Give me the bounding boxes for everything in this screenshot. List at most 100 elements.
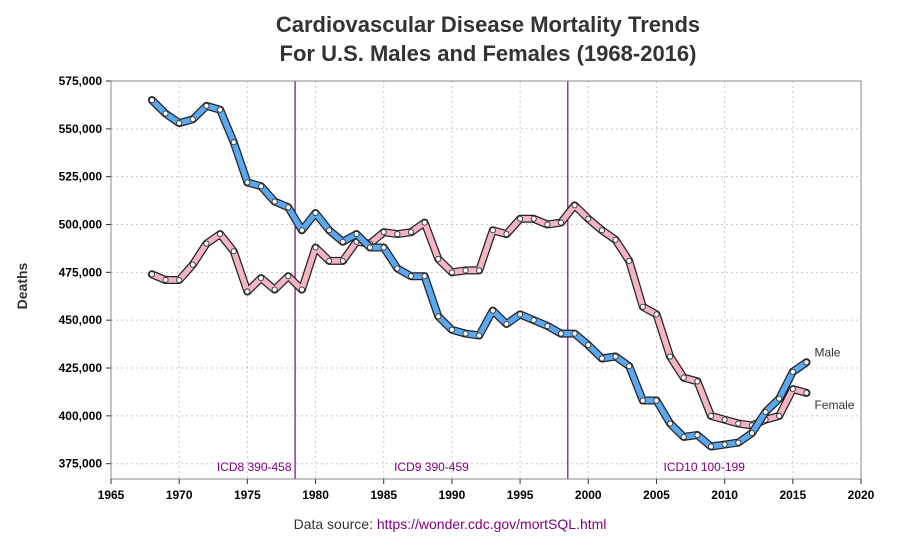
male-data-point xyxy=(448,326,455,333)
male-data-point xyxy=(189,116,196,123)
x-tick-label: 1980 xyxy=(302,488,329,502)
y-tick-label: 475,000 xyxy=(59,265,103,279)
female-series-label: Female xyxy=(814,398,854,412)
female-data-point xyxy=(421,219,428,226)
male-data-point xyxy=(203,102,210,109)
male-data-point xyxy=(367,244,374,251)
male-series-label: Male xyxy=(814,345,840,359)
y-tick-label: 450,000 xyxy=(59,313,103,327)
male-data-point xyxy=(598,355,605,362)
female-data-point xyxy=(326,257,333,264)
female-data-point xyxy=(189,261,196,268)
y-tick-label: 400,000 xyxy=(59,409,103,423)
grid-lines xyxy=(111,81,861,479)
axes: 1965 1970 1975 1980 1985 1990 1995 2000 2005 2010… xyxy=(59,74,875,502)
female-data-point xyxy=(612,236,619,243)
male-data-point xyxy=(353,231,360,238)
male-data-point xyxy=(680,433,687,440)
female-line-outline xyxy=(147,201,811,430)
female-data-point xyxy=(476,267,483,274)
x-tick-label: 1995 xyxy=(507,488,534,502)
female-data-point xyxy=(285,273,292,280)
male-data-point xyxy=(694,431,701,439)
female-data-point xyxy=(639,303,646,310)
x-tick-label: 1985 xyxy=(370,488,397,502)
female-data-point xyxy=(271,286,278,293)
data-source-prefix: Data source: xyxy=(293,516,377,532)
male-data-point xyxy=(707,443,715,450)
male-data-point xyxy=(148,97,155,104)
female-data-point xyxy=(435,255,442,263)
data-source-link[interactable]: https://wonder.cdc.gov/mortSQL.html xyxy=(376,516,607,532)
female-data-point xyxy=(735,420,742,427)
male-data-point xyxy=(789,368,796,375)
male-data-point xyxy=(230,139,237,146)
x-tick-label: 2000 xyxy=(575,488,602,502)
female-data-point xyxy=(776,412,783,419)
male-data-point xyxy=(162,110,169,117)
male-data-point xyxy=(626,363,633,370)
male-data-point xyxy=(776,395,783,402)
chart-title-line1: Cardiovascular Disease Mortality Trends xyxy=(276,12,700,37)
female-data-point xyxy=(162,276,169,284)
male-data-point xyxy=(312,209,319,217)
male-data-point xyxy=(298,227,305,234)
x-tick-label: 1970 xyxy=(166,488,193,502)
female-data-point xyxy=(176,276,183,284)
female-data-point xyxy=(217,231,224,238)
y-tick-label: 375,000 xyxy=(59,457,103,471)
male-data-point xyxy=(721,441,728,448)
female-data-point xyxy=(571,202,578,209)
x-tick-label: 2015 xyxy=(779,488,806,502)
male-data-point xyxy=(244,179,251,186)
male-data-point xyxy=(476,332,483,339)
male-data-point xyxy=(394,265,401,272)
y-tick-label: 550,000 xyxy=(59,122,103,136)
female-data-point xyxy=(517,215,524,222)
y-tick-label: 425,000 xyxy=(59,361,103,375)
female-data-point xyxy=(667,353,674,360)
female-data-point xyxy=(598,227,605,234)
y-axis-label: Deaths xyxy=(14,262,30,309)
x-tick-label: 2010 xyxy=(711,488,738,502)
male-data-point xyxy=(530,317,537,324)
male-data-point xyxy=(667,420,674,427)
male-data-point xyxy=(612,353,619,360)
plot-area-frame xyxy=(110,80,862,480)
female-data-point xyxy=(489,227,496,234)
x-tick-label: 1965 xyxy=(98,488,125,502)
female-data-point xyxy=(803,389,810,396)
female-line xyxy=(149,202,810,429)
series-group xyxy=(147,96,811,451)
y-tick-label: 575,000 xyxy=(59,74,103,88)
female-data-point xyxy=(448,269,455,276)
male-data-point xyxy=(503,320,510,328)
x-tick-label: 2005 xyxy=(643,488,670,502)
male-data-point xyxy=(585,342,592,349)
male-data-point xyxy=(803,359,810,366)
female-data-point xyxy=(680,374,687,381)
female-data-point xyxy=(394,231,401,238)
male-data-point xyxy=(435,313,442,320)
female-data-point xyxy=(298,286,305,293)
y-tick-label: 500,000 xyxy=(59,218,103,232)
female-data-point xyxy=(544,221,551,228)
male-data-point xyxy=(489,307,496,314)
female-data-point xyxy=(339,257,346,264)
female-data-point xyxy=(407,229,415,236)
male-data-point xyxy=(257,183,265,190)
female-data-point xyxy=(585,215,592,222)
male-data-point xyxy=(653,397,660,404)
female-data-point xyxy=(148,271,155,278)
male-data-point xyxy=(557,330,565,337)
female-data-point xyxy=(503,231,510,238)
female-data-point xyxy=(244,288,251,295)
male-data-point xyxy=(421,273,428,280)
female-data-point xyxy=(789,386,796,393)
female-data-point xyxy=(230,248,237,255)
x-tick-label: 1975 xyxy=(234,488,261,502)
female-data-point xyxy=(626,257,633,264)
female-data-point xyxy=(721,416,728,423)
x-tick-label: 1990 xyxy=(439,488,466,502)
